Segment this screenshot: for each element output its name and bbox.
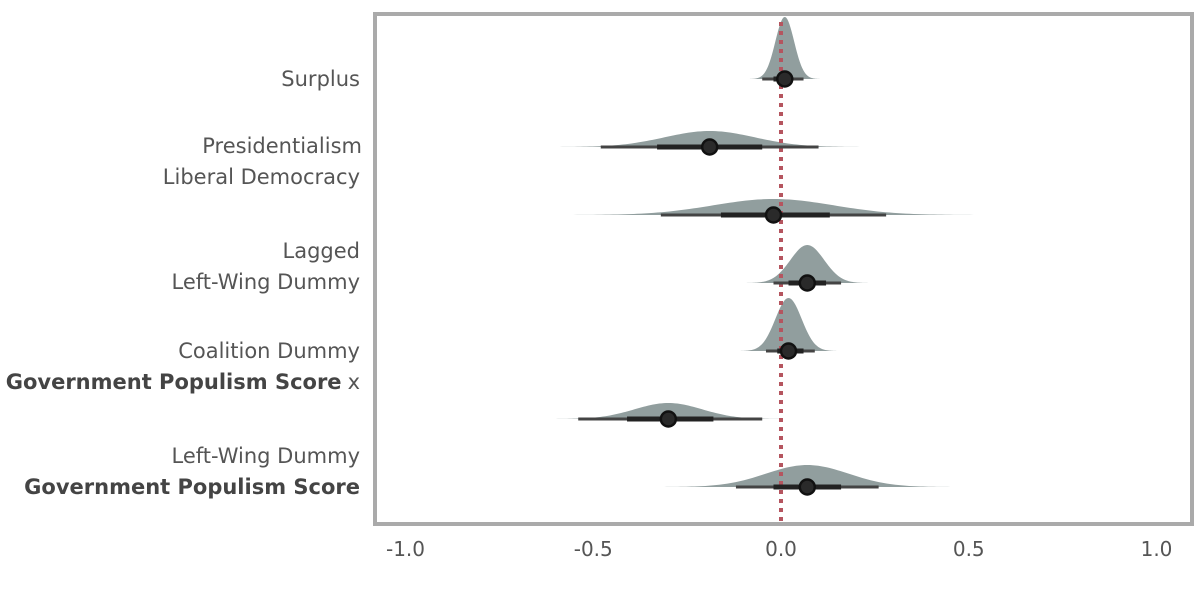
density-0 [747,17,823,79]
label-left-wing-dummy-lagged: Left-Wing Dummy [171,270,360,294]
y-axis-labels: Surplus Presidentialism Liberal Democrac… [6,67,362,499]
label-left-wing-dummy: Left-Wing Dummy [171,444,360,468]
x-tick-label: -0.5 [574,537,613,561]
x-tick-label: -1.0 [386,537,425,561]
label-surplus: Surplus [281,67,360,91]
median-point-5 [659,410,678,428]
median-point-6 [798,478,817,496]
density-3 [739,245,875,283]
x-axis-ticks: -1.0 -0.5 0.0 0.5 1.0 [386,537,1172,561]
plot-frame [373,12,1194,526]
label-interaction-bold: Government Populism Score [6,370,342,394]
density-6 [642,465,973,487]
x-tick-label: 0.0 [765,537,797,561]
label-interaction-x: x [348,370,360,394]
median-point-4 [779,342,798,360]
label-presidentialism: Presidentialism [202,134,362,158]
chart-marks [373,12,1194,526]
label-liberal-democracy: Liberal Democracy [163,165,360,189]
label-interaction: Government Populism Score x [6,370,360,394]
median-point-2 [764,206,783,224]
density-4 [735,298,842,351]
x-tick-label: 0.5 [953,537,985,561]
label-government-populism-score: Government Populism Score [24,475,360,499]
x-tick-label: 1.0 [1141,537,1173,561]
median-point-1 [700,138,719,156]
label-lagged: Lagged [283,239,360,263]
median-point-0 [776,70,794,88]
label-coalition-dummy: Coalition Dummy [178,339,360,363]
median-point-3 [798,274,817,292]
